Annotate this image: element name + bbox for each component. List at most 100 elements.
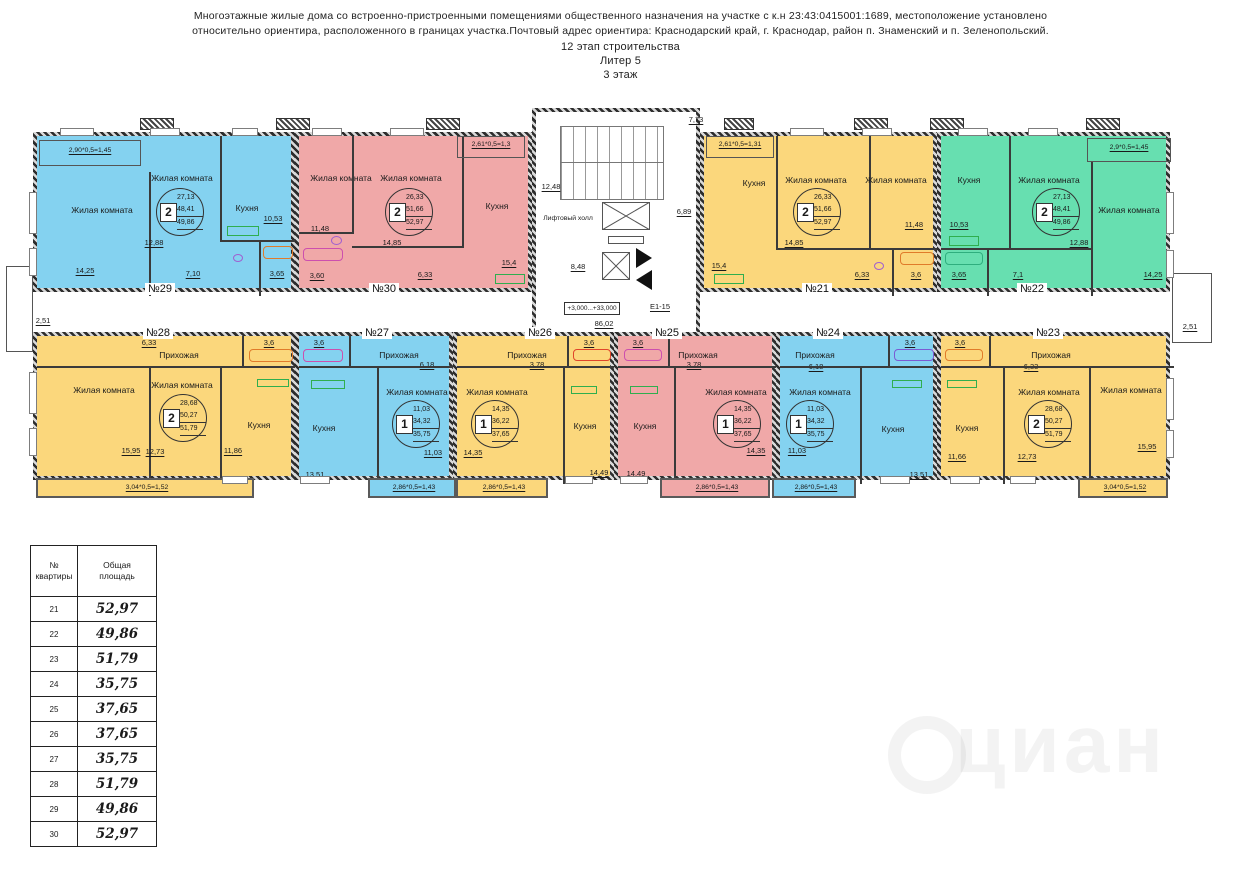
kitchen-dim: 11,66: [947, 452, 967, 461]
bath-dim: 3,65: [269, 269, 285, 278]
window: [958, 128, 988, 136]
badge-area: 34,32: [807, 416, 833, 429]
stair-code: Е1-15: [649, 302, 670, 311]
window: [620, 476, 648, 484]
room-dim: 12,88: [144, 238, 164, 247]
apartment-badge: 1 11,03 34,32 35,75: [392, 400, 440, 448]
room-label: Жилая комната: [1098, 205, 1160, 215]
balcony-dim: 2,86*0,5=1,43: [794, 484, 838, 491]
balcony-dim: 2,9*0,5=1,45: [1109, 144, 1149, 151]
window: [1166, 192, 1174, 234]
table-row: 22 49,86: [30, 621, 157, 647]
inner-wall: [149, 366, 151, 484]
balcony-dim: 2,61*0,5=1,31: [718, 141, 762, 148]
inner-wall: [220, 366, 222, 484]
sink-icon: [874, 262, 884, 270]
table-header-number: № квартиры: [30, 545, 78, 597]
inner-wall: [563, 366, 565, 484]
inner-wall: [462, 136, 464, 246]
bathtub-icon: [263, 246, 293, 259]
room-dim: 14,25: [1143, 270, 1163, 279]
corridor-dim: 6,33: [854, 270, 870, 279]
rooms-count: 2: [1028, 415, 1045, 434]
room-dim: 14,35: [463, 448, 483, 457]
balcony-dim: 2,86*0,5=1,43: [695, 484, 739, 491]
badge-total-area: 49,86: [1053, 217, 1079, 230]
inner-wall: [1003, 366, 1005, 484]
bathtub-icon: [624, 349, 662, 361]
apartment-number: №29: [145, 283, 176, 295]
table-row: 28 51,79: [30, 771, 157, 797]
apt-area-cell: 37,65: [77, 696, 157, 722]
room-label: Жилая комната: [789, 387, 851, 397]
apartment-badge: 2 26,33 51,66 52,97: [793, 188, 841, 236]
rooms-count: 1: [396, 415, 413, 434]
kitchen-label: Кухня: [633, 421, 657, 431]
inner-wall: [457, 366, 618, 368]
stove-icon: [630, 386, 658, 394]
bathtub-icon: [945, 252, 983, 265]
badge-area: 51,66: [814, 204, 840, 217]
bath-dim: 3,6: [313, 338, 325, 347]
balcony-24: 2,86*0,5=1,43: [772, 478, 856, 498]
balcony-dim: 2,86*0,5=1,43: [392, 484, 436, 491]
badge-area: 50,27: [1045, 416, 1071, 429]
apartment-number: №27: [362, 327, 393, 339]
room-dim: 14,35: [746, 446, 766, 455]
wall-pier: [276, 118, 310, 130]
inner-wall: [892, 248, 894, 296]
side-bay-outline: [6, 266, 33, 352]
balcony-dim: 2,90*0,5=1,45: [68, 147, 112, 154]
apt-number-cell: 30: [30, 821, 78, 847]
hall-label: Прихожая: [159, 350, 199, 360]
rooms-count: 2: [1036, 203, 1053, 222]
balcony-27: 2,86*0,5=1,43: [368, 478, 456, 498]
badge-area: 51,66: [406, 204, 432, 217]
stove-icon: [892, 380, 922, 388]
kitchen-label: Кухня: [573, 421, 597, 431]
room-label: Жилая комната: [466, 387, 528, 397]
hall-label: Прихожая: [507, 350, 547, 360]
table-row: 23 51,79: [30, 646, 157, 672]
balcony-dim: 2,86*0,5=1,43: [482, 484, 526, 491]
stove-icon: [714, 274, 744, 284]
apartment-badge: 1 14,35 36,22 37,65: [713, 400, 761, 448]
apt-number-cell: 23: [30, 646, 78, 672]
inner-wall: [1089, 366, 1091, 484]
rooms-count: 1: [717, 415, 734, 434]
room-dim: 11,03: [787, 446, 807, 455]
room-label: Жилая комната: [865, 175, 927, 185]
header-floor: 3 этаж: [603, 69, 638, 81]
watermark: циан: [955, 699, 1167, 790]
kitchen-label: Кухня: [881, 424, 905, 434]
balcony-28: 3,04*0,5=1,52: [36, 478, 254, 498]
room-dim: 11,03: [423, 448, 443, 457]
bath-dim: 3,60: [309, 271, 325, 280]
apartment-badge: 2 27,13 48,41 49,86: [156, 188, 204, 236]
apt-area-cell: 35,75: [77, 746, 157, 772]
window: [300, 476, 330, 484]
window: [29, 372, 37, 414]
header-liter: Литер 5: [599, 55, 642, 67]
room-dim: 14,85: [784, 238, 804, 247]
apt-area-cell: 51,79: [77, 771, 157, 797]
balcony-outline: [1087, 138, 1171, 162]
wall-pier: [724, 118, 754, 130]
apartment-number: №30: [369, 283, 400, 295]
badge-living-area: 28,68: [180, 400, 198, 407]
hall-dim: 3,78: [529, 360, 545, 369]
inner-wall: [352, 136, 354, 232]
apt-area-cell: 35,75: [77, 671, 157, 697]
kitchen-dim: 11,86: [223, 446, 243, 455]
room-dim: 12,73: [1017, 452, 1037, 461]
rooms-count: 1: [790, 415, 807, 434]
inner-wall: [349, 336, 351, 366]
apt-number-cell: 24: [30, 671, 78, 697]
room-label: Жилая комната: [386, 387, 448, 397]
hall-label: Прихожая: [795, 350, 835, 360]
apt-area-cell: 49,86: [77, 621, 157, 647]
room-label: Жилая комната: [1018, 175, 1080, 185]
hall-dim: 3,78: [686, 360, 702, 369]
stove-icon: [949, 236, 979, 246]
stair-arrow-icon: [636, 248, 652, 268]
